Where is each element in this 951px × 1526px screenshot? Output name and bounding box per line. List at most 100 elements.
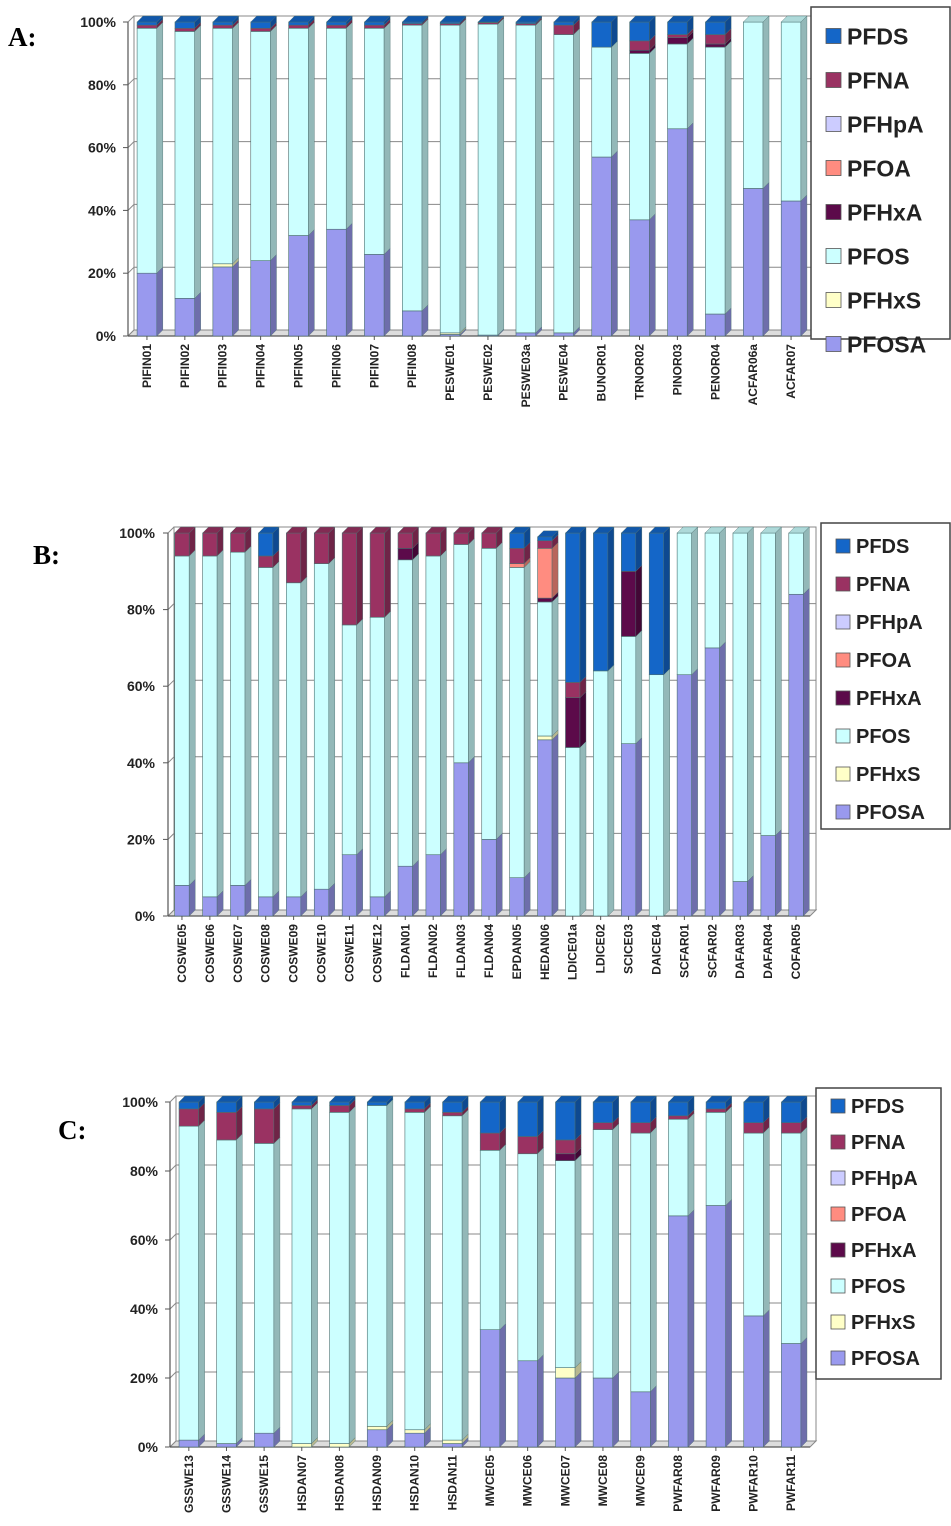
bar-side-pfosa (356, 848, 363, 917)
bar-stack-dafar03 (732, 526, 754, 917)
bar-segment-pfos (593, 670, 609, 917)
bar-segment-pfds (366, 1101, 388, 1106)
bar-stack-epdan05 (509, 526, 531, 917)
bar-segment-pfosa (258, 896, 274, 917)
bar-segment-pfna (705, 1108, 726, 1113)
bar-side-pfos (612, 1123, 619, 1379)
bar-side-pfos (232, 21, 239, 265)
bar-side-pfos (386, 1098, 394, 1427)
bar-side-pfds (579, 526, 587, 683)
bar-side-pfos (800, 15, 808, 202)
bar-side-pfos (346, 21, 353, 230)
legend-swatch-pfds (835, 538, 851, 554)
bar-segment-pfds (509, 532, 525, 549)
bar-segment-pfna (364, 24, 385, 29)
bar-segment-pfhxa (555, 1153, 576, 1161)
bar-stack-pwfar10 (743, 1095, 770, 1448)
bar-stack-coswe12 (369, 526, 392, 917)
bar-side-pfos (762, 15, 770, 189)
bar-stack-mwce07 (555, 1095, 582, 1448)
bar-segment-pfos (621, 636, 637, 744)
bar-stack-ldice01a (564, 526, 587, 917)
legend-swatch-pfos (825, 248, 842, 264)
bar-top (742, 15, 770, 23)
bar-stack-coswe11 (341, 526, 364, 917)
x-tick-label: FLDAN02 (426, 924, 440, 978)
bar-top (313, 526, 336, 534)
bar-segment-pfos (676, 532, 692, 676)
bar-side-pfos (607, 664, 615, 917)
x-tick-label: ACFAR07 (784, 344, 798, 399)
bar-side-pfhxa (635, 564, 643, 637)
x-tick-label: LDICE01a (566, 924, 580, 980)
bar-segment-pfds (667, 21, 688, 35)
legend-swatch-pfhxs (835, 766, 851, 782)
x-tick-label: PINOR03 (670, 344, 684, 396)
bar-segment-pfds (291, 1101, 312, 1106)
bar-segment-pfos (174, 31, 195, 299)
bar-segment-pfosa (553, 332, 574, 337)
bar-side-pfosa (775, 829, 782, 917)
bar-segment-pfds (364, 21, 385, 26)
bar-side-pfos (725, 1105, 732, 1206)
bar-top (704, 526, 727, 534)
bar-side-pfos (349, 1105, 356, 1445)
bar-side-pfds (635, 526, 643, 572)
bar-segment-pfhxa (621, 571, 637, 637)
bar-segment-pfosa (630, 1391, 651, 1448)
y-tick-label: 20% (130, 1370, 159, 1386)
bar-stack-scfar02 (704, 526, 727, 917)
bar-stack-peswe02 (477, 15, 505, 337)
bar-segment-pfhxa (667, 37, 688, 45)
x-tick-label: LDICE02 (594, 924, 608, 974)
bar-side-pfos (311, 1102, 318, 1445)
panel-c-label: C: (58, 1115, 87, 1145)
legend: PFDS PFNA PFHpA PFOA PFHxA PFOS PFHxS PFOSA (810, 6, 951, 357)
bar-segment-pfosa (676, 674, 692, 917)
bar-top (553, 15, 581, 23)
bar-segment-pfna (136, 24, 158, 29)
x-tick-label: COSWE10 (315, 924, 329, 983)
y-tick-label: 60% (130, 1232, 159, 1248)
bar-segment-pfds (402, 21, 423, 24)
plot-area (133, 15, 817, 331)
bar-segment-pfosa (326, 228, 347, 337)
legend-label-pfds: PFDS (856, 536, 909, 558)
bar-segment-pfos (230, 551, 246, 886)
bar-segment-pfna (291, 1105, 312, 1110)
bar-stack-pifin01 (136, 15, 164, 337)
grid-line (127, 141, 135, 148)
grid-line (167, 833, 175, 840)
legend-swatch-pfhxs (830, 1314, 846, 1330)
bar-side-pfosa (346, 222, 353, 337)
legend-swatch-pfoa (830, 1206, 846, 1222)
x-tick-label: MWCE07 (558, 1455, 572, 1507)
bar-segment-pfos (178, 1125, 199, 1441)
x-tick-label: PWFAR11 (784, 1455, 798, 1511)
bar-segment-pfos (291, 1108, 312, 1444)
bar-side-pfos (579, 740, 587, 917)
grid-line (127, 204, 135, 211)
bar-stack-pifin06 (326, 15, 353, 337)
bar-segment-pfosa (250, 260, 271, 337)
bar-side-pfos (499, 1143, 506, 1331)
bar-side-pfosa (156, 266, 163, 337)
bar-stack-pifin03 (212, 15, 240, 337)
bar-stack-pifin05 (288, 15, 315, 337)
bar-segment-pfos (202, 555, 218, 898)
legend-swatch-pfhxa (825, 204, 842, 220)
bar-segment-pfos (743, 1132, 764, 1317)
bar-side-pfosa (719, 641, 726, 917)
bar-top (174, 526, 196, 534)
bar-top (439, 15, 467, 23)
y-tick-label: 100% (119, 525, 155, 541)
bar-segment-pfos (537, 601, 553, 737)
bar-top (136, 15, 164, 23)
bar-stack-fldan01 (397, 526, 420, 917)
x-tick-label: PWFAR08 (671, 1455, 685, 1512)
bar-side-pfoa (551, 541, 559, 599)
bar-side-pfos (803, 526, 810, 595)
bar-stack-fldan03 (453, 526, 475, 917)
x-tick-label: COSWE08 (259, 924, 273, 983)
bar-segment-pfos (404, 1112, 425, 1431)
